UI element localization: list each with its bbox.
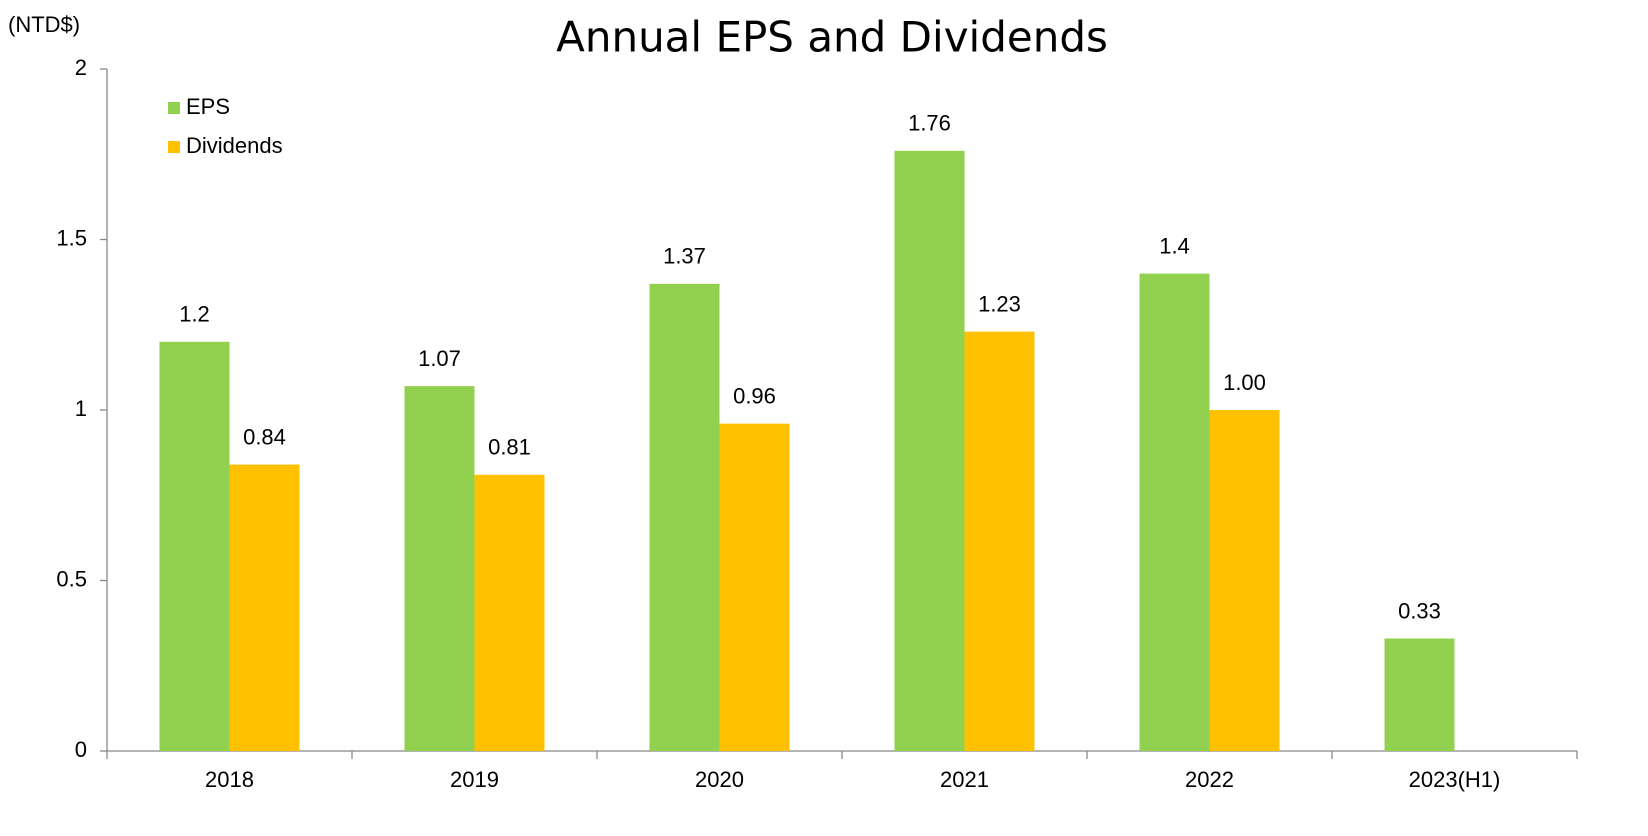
bar: [404, 386, 475, 751]
bar: [229, 464, 300, 751]
y-tick-label: 2: [75, 55, 87, 80]
value-label: 1.23: [978, 291, 1021, 316]
legend-swatch: [168, 141, 180, 153]
bar: [1384, 638, 1455, 751]
value-label: 0.96: [733, 383, 776, 408]
value-label: 1.00: [1223, 370, 1266, 395]
y-tick-label: 1.5: [56, 225, 87, 250]
y-axis-label: (NTD$): [8, 12, 80, 37]
value-label: 1.4: [1159, 233, 1190, 258]
y-tick-label: 0: [75, 737, 87, 762]
value-label: 1.07: [418, 346, 461, 371]
x-tick-label: 2022: [1185, 767, 1234, 792]
x-tick-label: 2018: [205, 767, 254, 792]
y-tick-label: 0.5: [56, 566, 87, 591]
legend-swatch: [168, 102, 180, 114]
chart-title: Annual EPS and Dividends: [556, 13, 1108, 62]
bar: [894, 150, 965, 752]
x-tick-label: 2021: [940, 767, 989, 792]
bar: [649, 283, 720, 751]
x-tick-label: 2019: [450, 767, 499, 792]
bar: [1139, 273, 1210, 751]
x-tick-label: 2020: [695, 767, 744, 792]
value-label: 0.84: [243, 424, 286, 449]
bar: [719, 423, 790, 751]
x-tick-label: 2023(H1): [1409, 767, 1501, 792]
value-label: 0.81: [488, 435, 531, 460]
bar: [964, 331, 1035, 751]
value-label: 1.37: [663, 244, 706, 269]
value-label: 1.76: [908, 111, 951, 136]
value-label: 0.33: [1398, 598, 1441, 623]
legend-label: EPS: [186, 94, 230, 119]
bar: [1209, 410, 1280, 751]
legend-label: Dividends: [186, 133, 283, 158]
bar: [474, 474, 545, 751]
y-tick-label: 1: [75, 396, 87, 421]
bar: [159, 341, 230, 751]
value-label: 1.2: [179, 302, 210, 327]
